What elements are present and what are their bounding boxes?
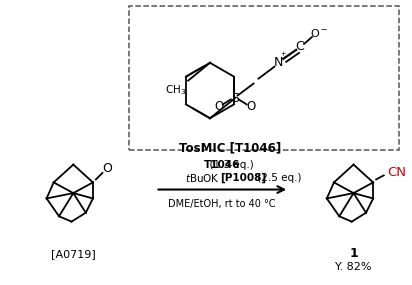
- Text: CN: CN: [387, 166, 406, 179]
- Text: O: O: [103, 162, 112, 176]
- Text: (2.5 eq.): (2.5 eq.): [253, 173, 301, 183]
- Text: [A0719]: [A0719]: [51, 249, 96, 259]
- Bar: [129, 6, 399, 150]
- Text: TosMIC [T1046]: TosMIC [T1046]: [179, 141, 281, 154]
- Text: DME/EtOH, rt to 40 °C: DME/EtOH, rt to 40 °C: [168, 200, 276, 209]
- Text: N: N: [274, 56, 283, 69]
- Text: 1: 1: [349, 247, 358, 260]
- Text: Y. 82%: Y. 82%: [335, 262, 372, 272]
- Text: O$^-$: O$^-$: [310, 27, 328, 39]
- Text: O: O: [246, 100, 255, 113]
- Text: O: O: [214, 100, 223, 113]
- Text: $^+$: $^+$: [279, 51, 288, 61]
- Text: (1.3 eq.): (1.3 eq.): [190, 160, 254, 170]
- Text: $t$BuOK: $t$BuOK: [185, 172, 220, 184]
- Text: C: C: [296, 40, 304, 54]
- Text: CH$_3$: CH$_3$: [165, 84, 186, 97]
- Text: S: S: [231, 92, 239, 105]
- Text: T1046: T1046: [204, 160, 240, 170]
- Text: [P1008]: [P1008]: [220, 172, 266, 183]
